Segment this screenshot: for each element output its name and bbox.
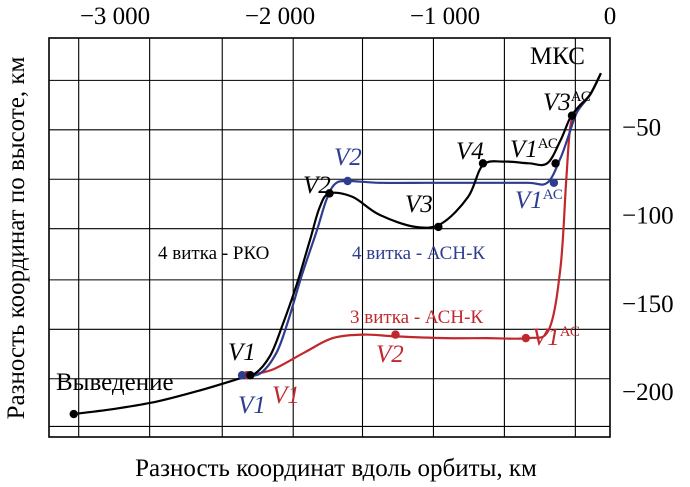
x-tick-label: −2 000 [245,3,315,30]
x-tick-label: −3 000 [80,3,150,30]
annotation-label: 4 витка - РКО [158,243,269,264]
annotation-text: 4 витка - АСН-К [352,243,485,264]
data-point [434,222,443,232]
annotation-label: V1АС [510,136,558,163]
annotation-text: V4 [456,138,484,165]
annotation-text: V2 [376,341,404,368]
annotation-label: 4 витка - АСН-К [352,243,485,264]
annotation-label: Выведение [56,369,174,396]
annotation-label: V1 [272,382,300,409]
annotation-text: V1 [272,382,300,409]
annotation-label: 3 витка - АСН-К [350,307,483,328]
grid [49,38,610,437]
plot-frame [48,37,611,438]
annotation-text: V1 [532,324,560,351]
annotation-label: V2 [303,172,331,199]
series-line [241,72,602,377]
y-tick-label: −100 [622,203,674,230]
data-point [69,409,78,419]
y-tick-labels: −50 −100 −150 −200 [622,114,674,406]
annotation-label: V1 [228,339,256,366]
series-line [73,72,602,416]
y-tick-label: −150 [622,291,674,318]
annotation-text: 4 витка - РКО [158,243,269,264]
annotation-text: V1 [515,187,543,214]
annotation-superscript: АС [538,136,558,152]
series-layer [69,72,602,419]
annotation-text: МКС [530,43,585,70]
data-point [343,176,352,186]
annotation-superscript: АС [571,89,591,105]
annotation-label: V2 [334,144,362,171]
x-tick-labels: −3 000 −2 000 −1 000 0 [80,3,616,30]
data-point [237,371,247,380]
data-point [567,111,577,120]
annotation-text: V1 [510,136,538,163]
annotation-superscript: АС [560,324,580,340]
x-axis-label: Разность координат вдоль орбиты, км [135,455,537,482]
data-point [325,189,334,198]
annotation-label: V3 [405,191,433,218]
annotation-text: 3 витка - АСН-К [350,307,483,328]
annotation-superscript: АС [543,187,563,203]
annotation-label: V2 [376,341,404,368]
data-point [391,330,400,339]
annotation-text: Выведение [56,369,174,396]
annotation-label: V4 [456,138,484,165]
annotation-text: V2 [334,144,362,171]
annotation-label: V1АС [532,324,580,351]
data-point [551,159,560,168]
data-point [478,159,488,168]
annotation-label: V1АС [515,187,563,214]
annotation-label: МКС [530,43,585,70]
data-point [246,371,255,380]
y-axis-label: Разность координат по высоте, км [3,56,30,419]
data-point [521,333,531,343]
y-tick-label: −200 [622,379,674,406]
annotation-text: V3 [405,191,433,218]
annotation-text: V2 [303,172,331,199]
annotation-label: V3АС [543,89,591,116]
x-tick-label: −1 000 [410,3,480,30]
data-point [549,178,559,187]
annotation-text: V3 [543,89,571,116]
x-tick-label: 0 [604,3,617,30]
annotation-label: V1 [238,392,266,419]
annotation-text: V1 [228,339,256,366]
y-tick-label: −50 [622,114,661,141]
annotation-text: V1 [238,392,266,419]
